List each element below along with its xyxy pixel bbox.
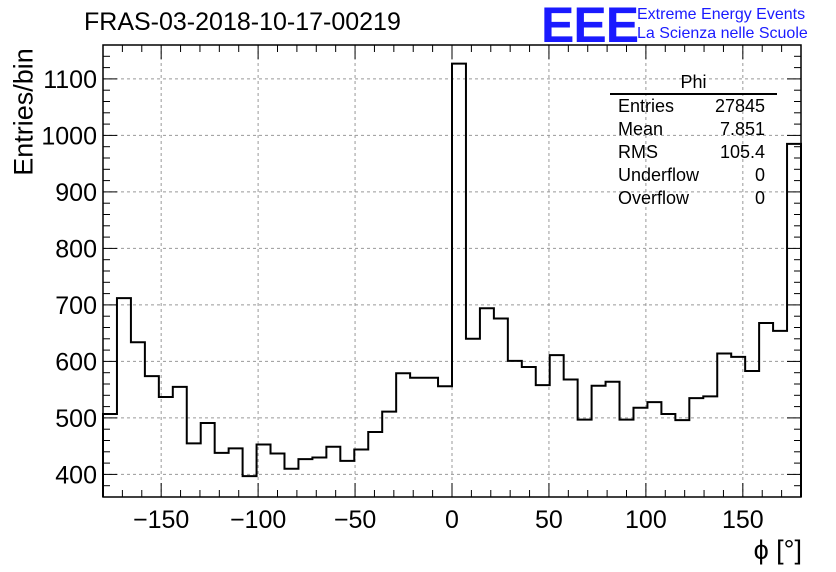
y-tick-label: 400: [55, 461, 97, 489]
x-tick-label: −150: [133, 506, 189, 534]
y-axis-label: Entries/bin: [8, 48, 39, 176]
stats-label: RMS: [618, 142, 658, 162]
chart-title: FRAS-03-2018-10-17-00219: [84, 8, 401, 36]
histogram-bin: [368, 432, 382, 497]
stats-row-rms: RMS 105.4: [610, 141, 777, 164]
y-tick-label: 500: [55, 405, 97, 433]
histogram-bin: [452, 64, 466, 497]
histogram-bin: [159, 397, 173, 497]
y-tick-label: 1000: [41, 122, 97, 150]
eee-logo: EEE: [541, 0, 639, 53]
histogram-bin: [578, 420, 592, 497]
x-tick-label: 100: [625, 506, 667, 534]
histogram-bin: [201, 423, 215, 497]
histogram-bin: [745, 371, 759, 497]
stats-row-mean: Mean 7.851: [610, 118, 777, 141]
logo-line-2: La Scienza nelle Scuole: [637, 25, 808, 42]
y-tick-label: 900: [55, 179, 97, 207]
histogram-bin: [508, 361, 522, 497]
histogram-bin: [647, 402, 661, 497]
histogram-bin: [494, 318, 508, 497]
stats-label: Mean: [618, 119, 664, 139]
x-tick-label: −100: [230, 506, 286, 534]
y-tick-label: 800: [55, 235, 97, 263]
histogram-bin: [633, 408, 647, 497]
histogram-bin: [229, 448, 243, 497]
histogram-bin: [215, 453, 229, 497]
histogram-bin: [424, 378, 438, 497]
x-tick-label: 0: [445, 506, 459, 534]
y-tick-label: 600: [55, 348, 97, 376]
histogram-bin: [326, 447, 340, 497]
histogram-outline: [102, 62, 802, 497]
histogram-bin: [606, 382, 620, 497]
histogram-bin: [466, 339, 480, 497]
histogram-bin: [480, 308, 494, 497]
histogram-bin: [759, 323, 773, 497]
histogram-bin: [773, 331, 787, 497]
histogram-bin: [731, 357, 745, 497]
stats-value: 105.4: [719, 142, 765, 162]
histogram-bin: [131, 342, 145, 497]
histogram-bin: [243, 476, 257, 497]
stats-value: 7.851: [719, 119, 765, 139]
x-axis-label: ϕ [°]: [753, 535, 802, 565]
histogram-bin: [438, 386, 452, 497]
histogram-bin: [173, 387, 187, 497]
stats-box: Phi Entries 27845 Mean 7.851 RMS 105.4 U…: [610, 73, 777, 210]
histogram-bin: [103, 414, 117, 497]
y-tick-label: 1100: [43, 66, 97, 94]
histogram-bin: [787, 144, 801, 497]
histogram-bin: [675, 420, 689, 497]
stats-label: Overflow: [618, 188, 690, 208]
x-tick-label: 150: [722, 506, 764, 534]
stats-row-overflow: Overflow 0: [610, 187, 777, 210]
stats-label: Underflow: [618, 165, 700, 185]
stats-value: 27845: [714, 96, 765, 116]
histogram-bin: [522, 367, 536, 497]
x-tick-label: 50: [535, 506, 563, 534]
stats-value: 0: [754, 188, 765, 208]
stats-value: 0: [754, 165, 765, 185]
stats-row-entries: Entries 27845: [610, 95, 777, 118]
histogram-bin: [117, 298, 131, 497]
histogram-bin: [536, 385, 550, 497]
x-tick-label: −50: [334, 506, 376, 534]
histogram-bin: [340, 461, 354, 497]
histogram-bin: [620, 420, 634, 497]
histogram-bin: [703, 396, 717, 497]
histogram-bin: [396, 373, 410, 497]
histogram-bin: [550, 355, 564, 497]
histogram-bin: [284, 469, 298, 497]
histogram-bin: [257, 444, 271, 497]
histogram-bin: [145, 376, 159, 497]
histogram-bin: [354, 450, 368, 497]
y-tick-label: 700: [55, 292, 97, 320]
histogram-bin: [689, 398, 703, 497]
stats-row-underflow: Underflow 0: [610, 164, 777, 187]
stats-title: Phi: [610, 73, 777, 95]
histogram-bin: [717, 353, 731, 497]
stats-label: Entries: [618, 96, 675, 116]
histogram-bin: [298, 459, 312, 497]
histogram-bin: [271, 453, 285, 497]
logo-line-1: Extreme Energy Events: [637, 6, 806, 23]
histogram-bin: [564, 379, 578, 497]
histogram-bin: [382, 412, 396, 497]
histogram-bin: [187, 443, 201, 497]
histogram-bin: [410, 378, 424, 497]
histogram-bin: [592, 386, 606, 497]
histogram-bin: [312, 457, 326, 497]
histogram-bin: [661, 414, 675, 497]
